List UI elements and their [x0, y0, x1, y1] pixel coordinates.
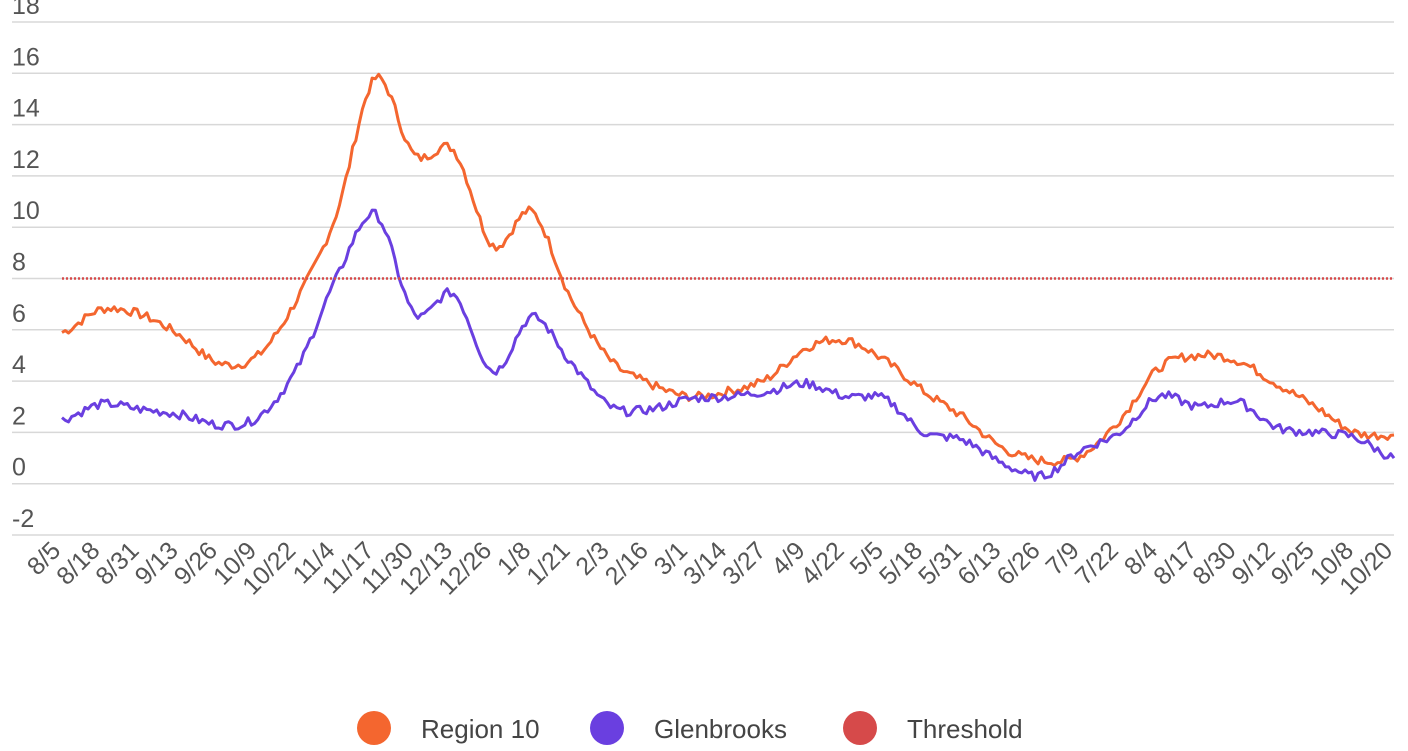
- x-tick-label: 4/22: [796, 536, 850, 590]
- y-tick-label: 6: [12, 300, 26, 328]
- x-tick-label: 3/27: [717, 536, 771, 590]
- legend-label: Glenbrooks: [654, 714, 787, 744]
- x-tick-label: 1/21: [521, 536, 575, 590]
- y-tick-label: 0: [12, 454, 26, 482]
- y-tick-label: -2: [12, 505, 34, 533]
- y-tick-label: 16: [12, 43, 40, 71]
- x-tick-label: 6/26: [991, 536, 1045, 590]
- y-axis-ticks: -2 0 2 4 6 8 10 12 14 16 18: [12, 0, 40, 533]
- series-lines: [61, 72, 1396, 482]
- y-tick-label: 14: [12, 95, 40, 123]
- legend-marker: [590, 711, 624, 745]
- legend-marker: [357, 711, 391, 745]
- legend: Region 10 Glenbrooks Threshold: [357, 711, 1023, 745]
- series-line-region-10: [61, 72, 1395, 467]
- y-tick-label: 4: [12, 351, 26, 379]
- y-tick-label: 8: [12, 249, 26, 277]
- y-tick-label: 2: [12, 402, 26, 430]
- legend-label: Threshold: [907, 714, 1023, 744]
- y-tick-label: 10: [12, 197, 40, 225]
- x-tick-label: 2/16: [600, 536, 654, 590]
- legend-marker: [843, 711, 877, 745]
- x-axis-ticks: 8/58/188/319/139/2610/910/2211/411/1711/…: [22, 536, 1398, 600]
- y-tick-label: 18: [12, 0, 40, 20]
- legend-label: Region 10: [421, 714, 540, 744]
- y-tick-label: 12: [12, 146, 40, 174]
- x-tick-label: 7/22: [1070, 536, 1124, 590]
- series-line-glenbrooks: [61, 208, 1396, 482]
